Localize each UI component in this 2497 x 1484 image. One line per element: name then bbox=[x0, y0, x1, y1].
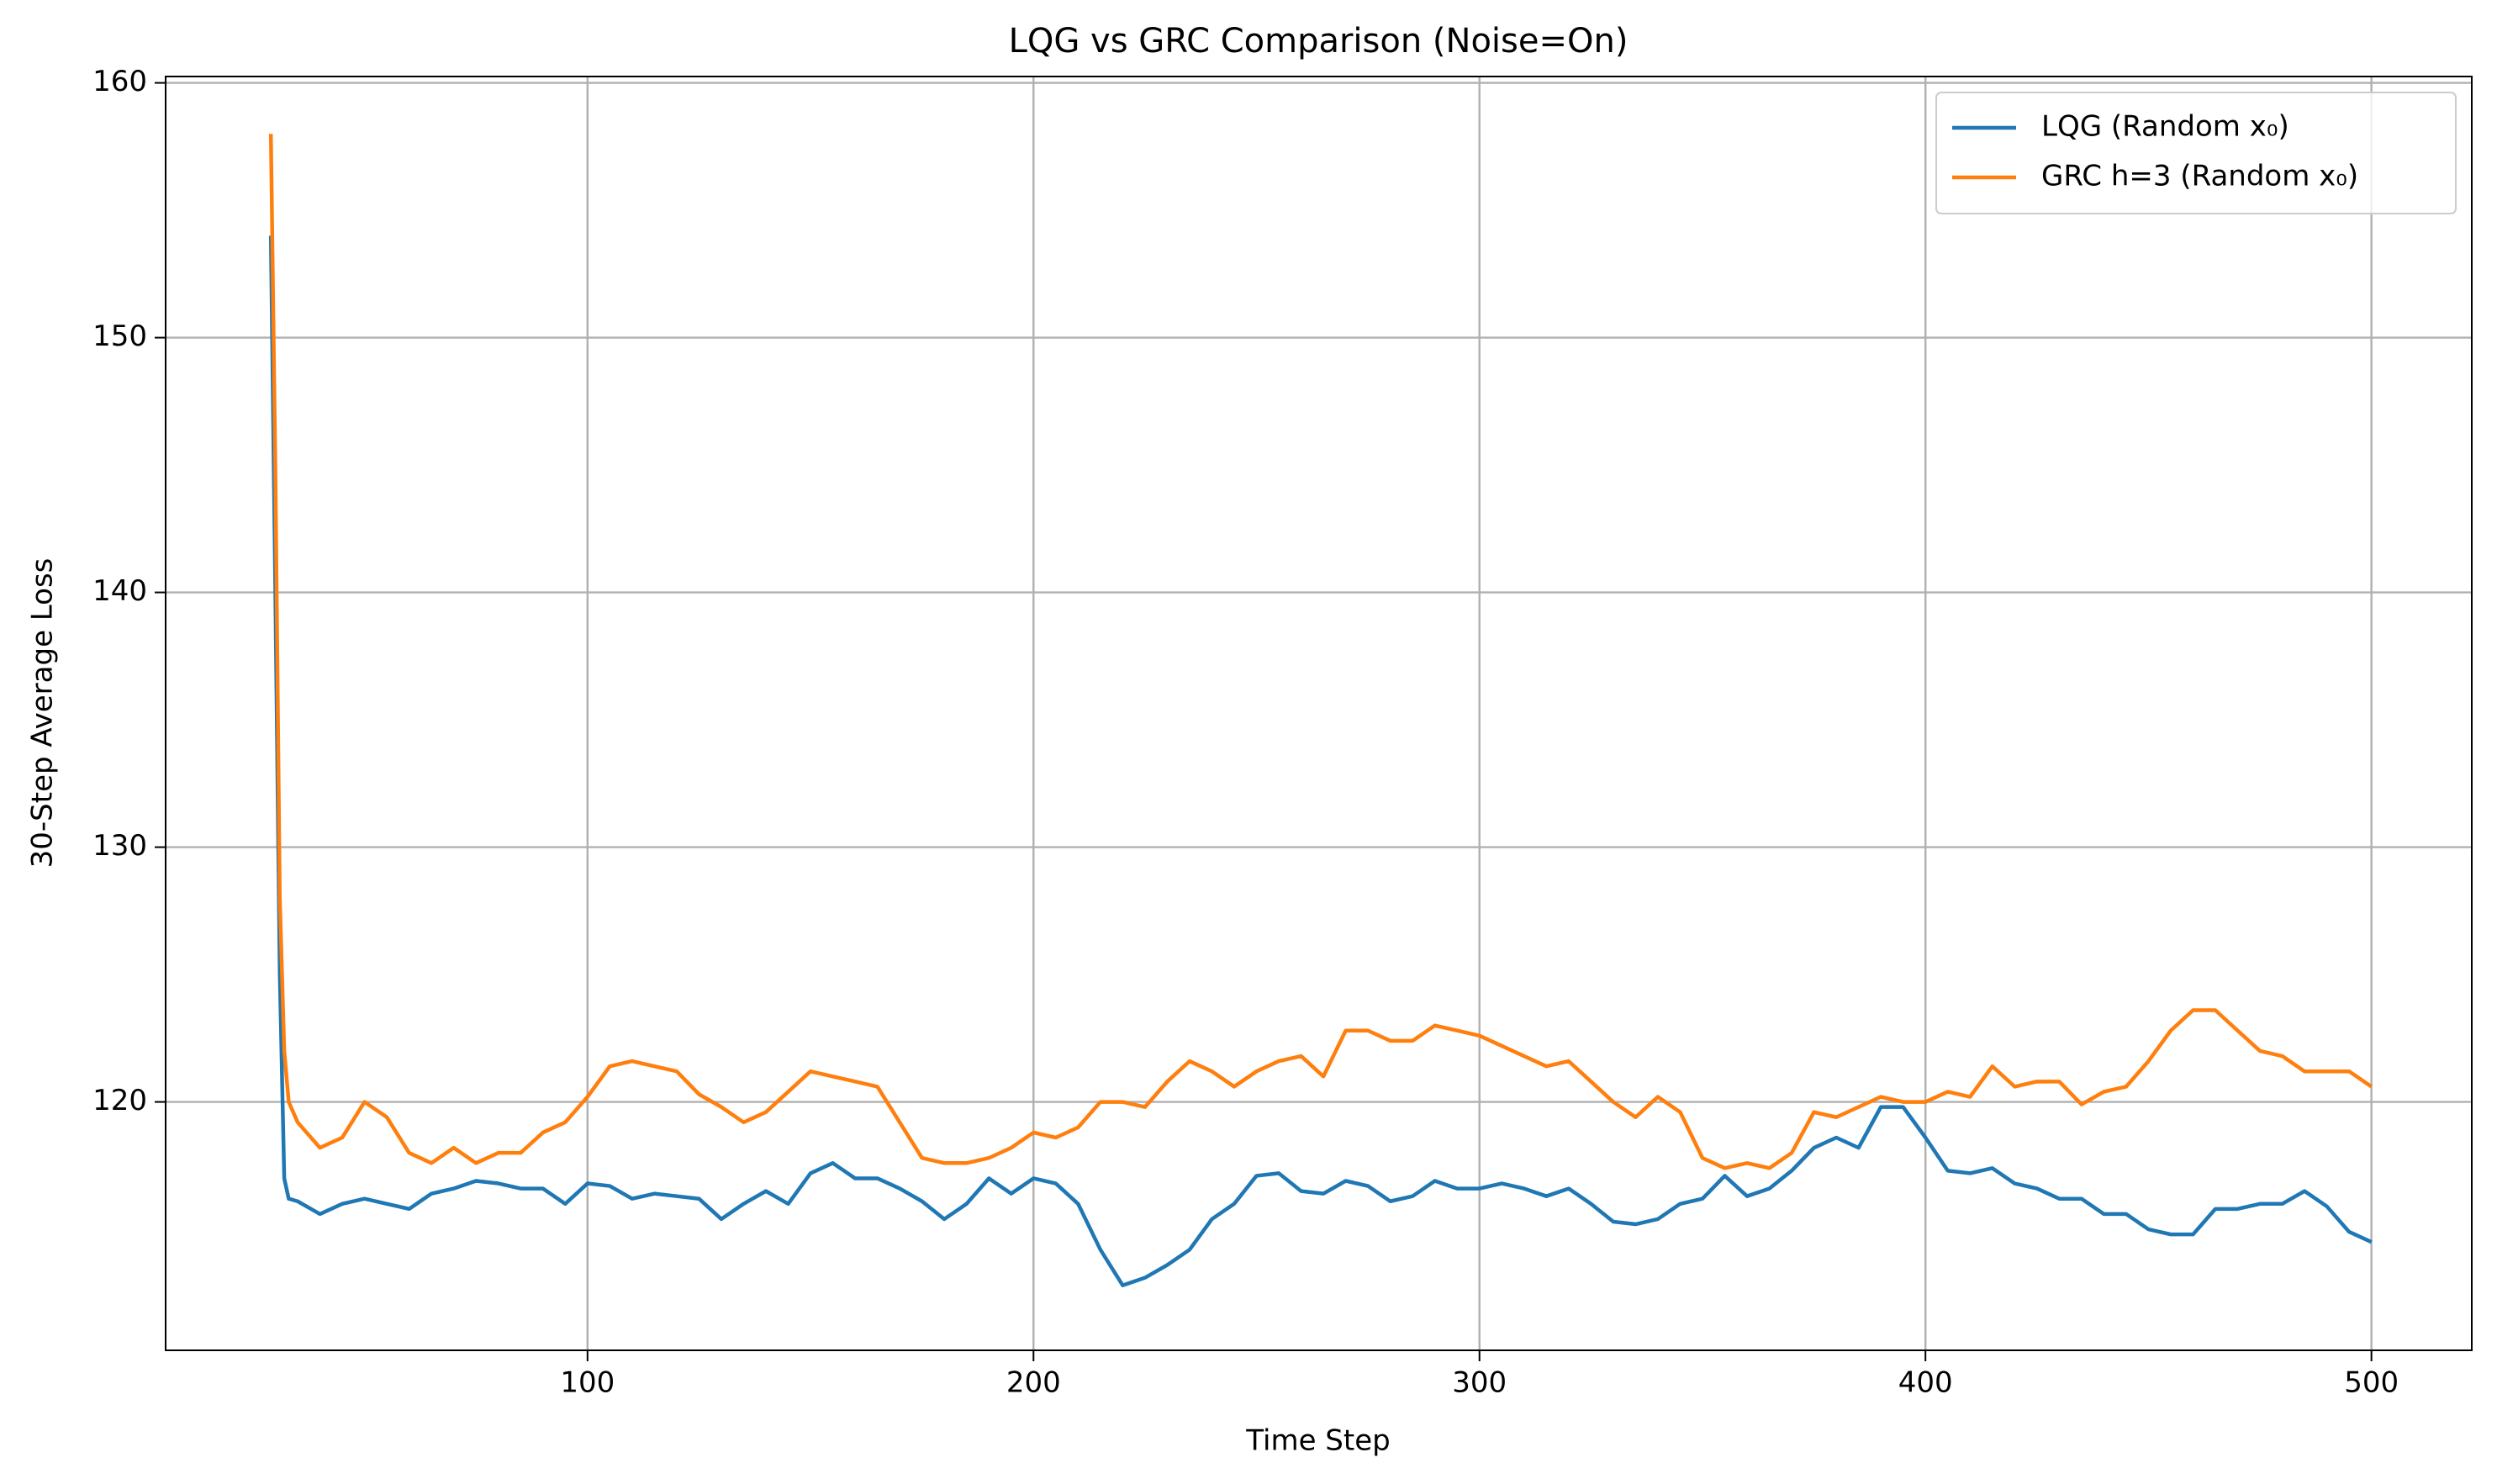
legend-label: LQG (Random x₀) bbox=[2041, 110, 2289, 144]
x-tick-label: 500 bbox=[2344, 1366, 2399, 1400]
y-tick-label: 160 bbox=[92, 65, 147, 98]
y-tick-label: 120 bbox=[92, 1084, 147, 1117]
x-tick-label: 100 bbox=[560, 1366, 615, 1400]
y-axis-label: 30-Step Average Loss bbox=[26, 558, 60, 869]
x-axis-label: Time Step bbox=[1245, 1424, 1390, 1458]
x-tick-label: 200 bbox=[1006, 1366, 1061, 1400]
line-series bbox=[268, 235, 2373, 1287]
y-tick-label: 150 bbox=[92, 320, 147, 353]
line-series bbox=[268, 134, 2373, 1170]
chart-title: LQG vs GRC Comparison (Noise=On) bbox=[1009, 22, 1629, 61]
legend-box bbox=[1935, 92, 2457, 214]
legend-label: GRC h=3 (Random x₀) bbox=[2041, 160, 2358, 193]
x-tick-label: 400 bbox=[1898, 1366, 1953, 1400]
x-tick-label: 300 bbox=[1452, 1366, 1507, 1400]
y-tick-label: 130 bbox=[92, 829, 147, 863]
y-tick-label: 140 bbox=[92, 574, 147, 608]
plot-frame bbox=[165, 76, 2473, 1351]
